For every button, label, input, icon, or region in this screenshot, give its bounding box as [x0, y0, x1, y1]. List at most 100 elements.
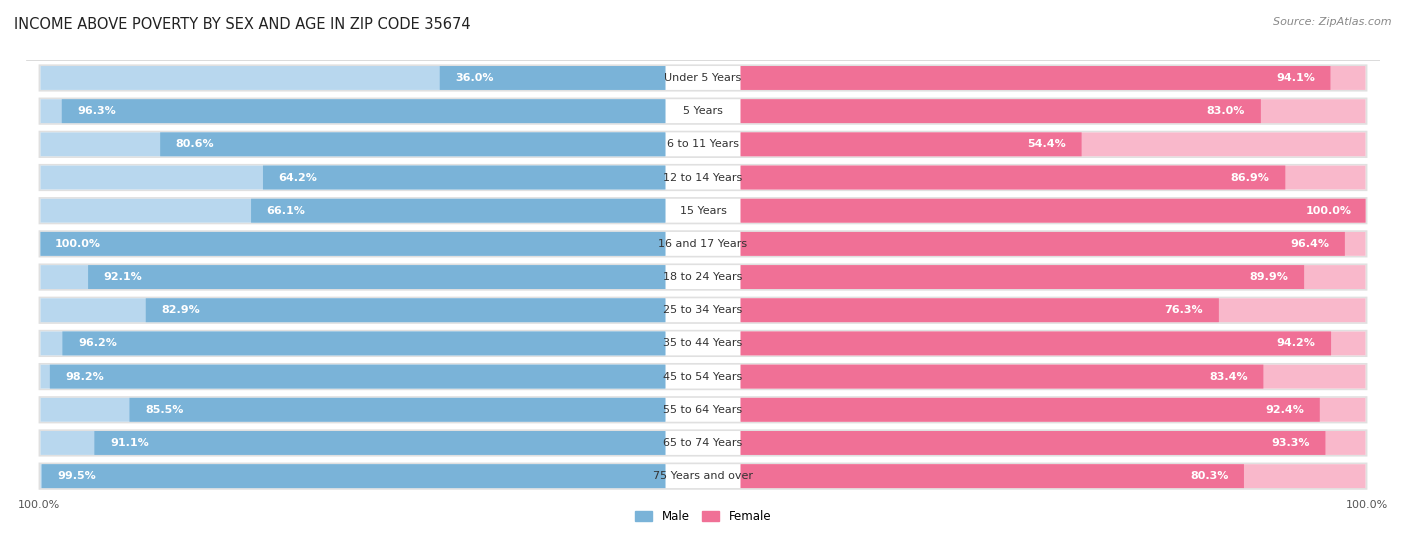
FancyBboxPatch shape — [41, 464, 1365, 488]
FancyBboxPatch shape — [94, 431, 665, 455]
Text: 54.4%: 54.4% — [1028, 139, 1066, 149]
FancyBboxPatch shape — [41, 265, 1365, 289]
Text: 36.0%: 36.0% — [456, 73, 494, 83]
Text: 80.3%: 80.3% — [1189, 471, 1229, 481]
Text: 96.3%: 96.3% — [77, 106, 117, 116]
FancyBboxPatch shape — [41, 99, 665, 123]
FancyBboxPatch shape — [41, 398, 665, 421]
FancyBboxPatch shape — [741, 132, 1081, 157]
Text: 100.0%: 100.0% — [1306, 206, 1351, 216]
Text: 15 Years: 15 Years — [679, 206, 727, 216]
FancyBboxPatch shape — [41, 99, 1365, 123]
FancyBboxPatch shape — [41, 232, 1365, 256]
Text: 94.1%: 94.1% — [1275, 73, 1315, 83]
FancyBboxPatch shape — [38, 330, 1368, 357]
FancyBboxPatch shape — [38, 396, 1368, 423]
FancyBboxPatch shape — [741, 265, 1365, 289]
Text: 99.5%: 99.5% — [58, 471, 96, 481]
FancyBboxPatch shape — [741, 232, 1365, 256]
Text: Source: ZipAtlas.com: Source: ZipAtlas.com — [1274, 17, 1392, 27]
FancyBboxPatch shape — [741, 364, 1365, 389]
Text: 75 Years and over: 75 Years and over — [652, 471, 754, 481]
FancyBboxPatch shape — [41, 464, 665, 488]
FancyBboxPatch shape — [741, 299, 1219, 322]
FancyBboxPatch shape — [38, 297, 1368, 324]
FancyBboxPatch shape — [41, 232, 665, 256]
FancyBboxPatch shape — [252, 199, 665, 222]
Text: 80.6%: 80.6% — [176, 139, 215, 149]
FancyBboxPatch shape — [741, 199, 1365, 222]
FancyBboxPatch shape — [38, 197, 1368, 224]
Text: 76.3%: 76.3% — [1164, 305, 1204, 315]
FancyBboxPatch shape — [62, 331, 665, 356]
FancyBboxPatch shape — [41, 199, 1365, 222]
FancyBboxPatch shape — [440, 66, 665, 90]
FancyBboxPatch shape — [38, 462, 1368, 490]
FancyBboxPatch shape — [41, 265, 665, 289]
Text: 25 to 34 Years: 25 to 34 Years — [664, 305, 742, 315]
Text: 83.4%: 83.4% — [1209, 372, 1247, 382]
FancyBboxPatch shape — [41, 199, 665, 222]
Text: 86.9%: 86.9% — [1230, 173, 1270, 182]
Text: 45 to 54 Years: 45 to 54 Years — [664, 372, 742, 382]
FancyBboxPatch shape — [41, 132, 1365, 157]
FancyBboxPatch shape — [41, 165, 1365, 190]
FancyBboxPatch shape — [41, 165, 665, 190]
Text: 91.1%: 91.1% — [110, 438, 149, 448]
FancyBboxPatch shape — [741, 464, 1244, 488]
FancyBboxPatch shape — [741, 331, 1331, 356]
FancyBboxPatch shape — [741, 299, 1365, 322]
FancyBboxPatch shape — [741, 265, 1305, 289]
Text: 18 to 24 Years: 18 to 24 Years — [664, 272, 742, 282]
FancyBboxPatch shape — [741, 165, 1365, 190]
Text: 92.1%: 92.1% — [104, 272, 142, 282]
FancyBboxPatch shape — [741, 199, 1365, 222]
FancyBboxPatch shape — [38, 263, 1368, 291]
Legend: Male, Female: Male, Female — [630, 505, 776, 528]
FancyBboxPatch shape — [41, 431, 1365, 455]
FancyBboxPatch shape — [41, 364, 1365, 389]
FancyBboxPatch shape — [741, 99, 1365, 123]
FancyBboxPatch shape — [38, 131, 1368, 158]
FancyBboxPatch shape — [41, 398, 1365, 421]
FancyBboxPatch shape — [160, 132, 665, 157]
Text: 5 Years: 5 Years — [683, 106, 723, 116]
Text: 89.9%: 89.9% — [1250, 272, 1288, 282]
FancyBboxPatch shape — [41, 66, 665, 90]
FancyBboxPatch shape — [741, 165, 1285, 190]
Text: 55 to 64 Years: 55 to 64 Years — [664, 405, 742, 415]
Text: 85.5%: 85.5% — [145, 405, 184, 415]
FancyBboxPatch shape — [41, 431, 665, 455]
FancyBboxPatch shape — [41, 132, 665, 157]
FancyBboxPatch shape — [38, 363, 1368, 390]
Text: 82.9%: 82.9% — [162, 305, 200, 315]
FancyBboxPatch shape — [741, 232, 1346, 256]
Text: 16 and 17 Years: 16 and 17 Years — [658, 239, 748, 249]
FancyBboxPatch shape — [741, 431, 1326, 455]
Text: 96.4%: 96.4% — [1291, 239, 1329, 249]
Text: 96.2%: 96.2% — [79, 338, 117, 348]
FancyBboxPatch shape — [42, 464, 665, 488]
FancyBboxPatch shape — [41, 299, 1365, 322]
FancyBboxPatch shape — [741, 364, 1264, 389]
FancyBboxPatch shape — [38, 429, 1368, 457]
FancyBboxPatch shape — [41, 66, 1365, 90]
FancyBboxPatch shape — [41, 364, 665, 389]
Text: 12 to 14 Years: 12 to 14 Years — [664, 173, 742, 182]
FancyBboxPatch shape — [741, 431, 1365, 455]
FancyBboxPatch shape — [741, 132, 1365, 157]
Text: 66.1%: 66.1% — [267, 206, 305, 216]
FancyBboxPatch shape — [38, 98, 1368, 125]
FancyBboxPatch shape — [263, 165, 665, 190]
Text: 6 to 11 Years: 6 to 11 Years — [666, 139, 740, 149]
FancyBboxPatch shape — [129, 398, 665, 421]
FancyBboxPatch shape — [741, 464, 1365, 488]
Text: 94.2%: 94.2% — [1277, 338, 1316, 348]
FancyBboxPatch shape — [49, 364, 665, 389]
FancyBboxPatch shape — [741, 331, 1365, 356]
FancyBboxPatch shape — [41, 331, 665, 356]
FancyBboxPatch shape — [89, 265, 665, 289]
Text: 92.4%: 92.4% — [1265, 405, 1305, 415]
FancyBboxPatch shape — [741, 66, 1365, 90]
Text: 100.0%: 100.0% — [55, 239, 100, 249]
